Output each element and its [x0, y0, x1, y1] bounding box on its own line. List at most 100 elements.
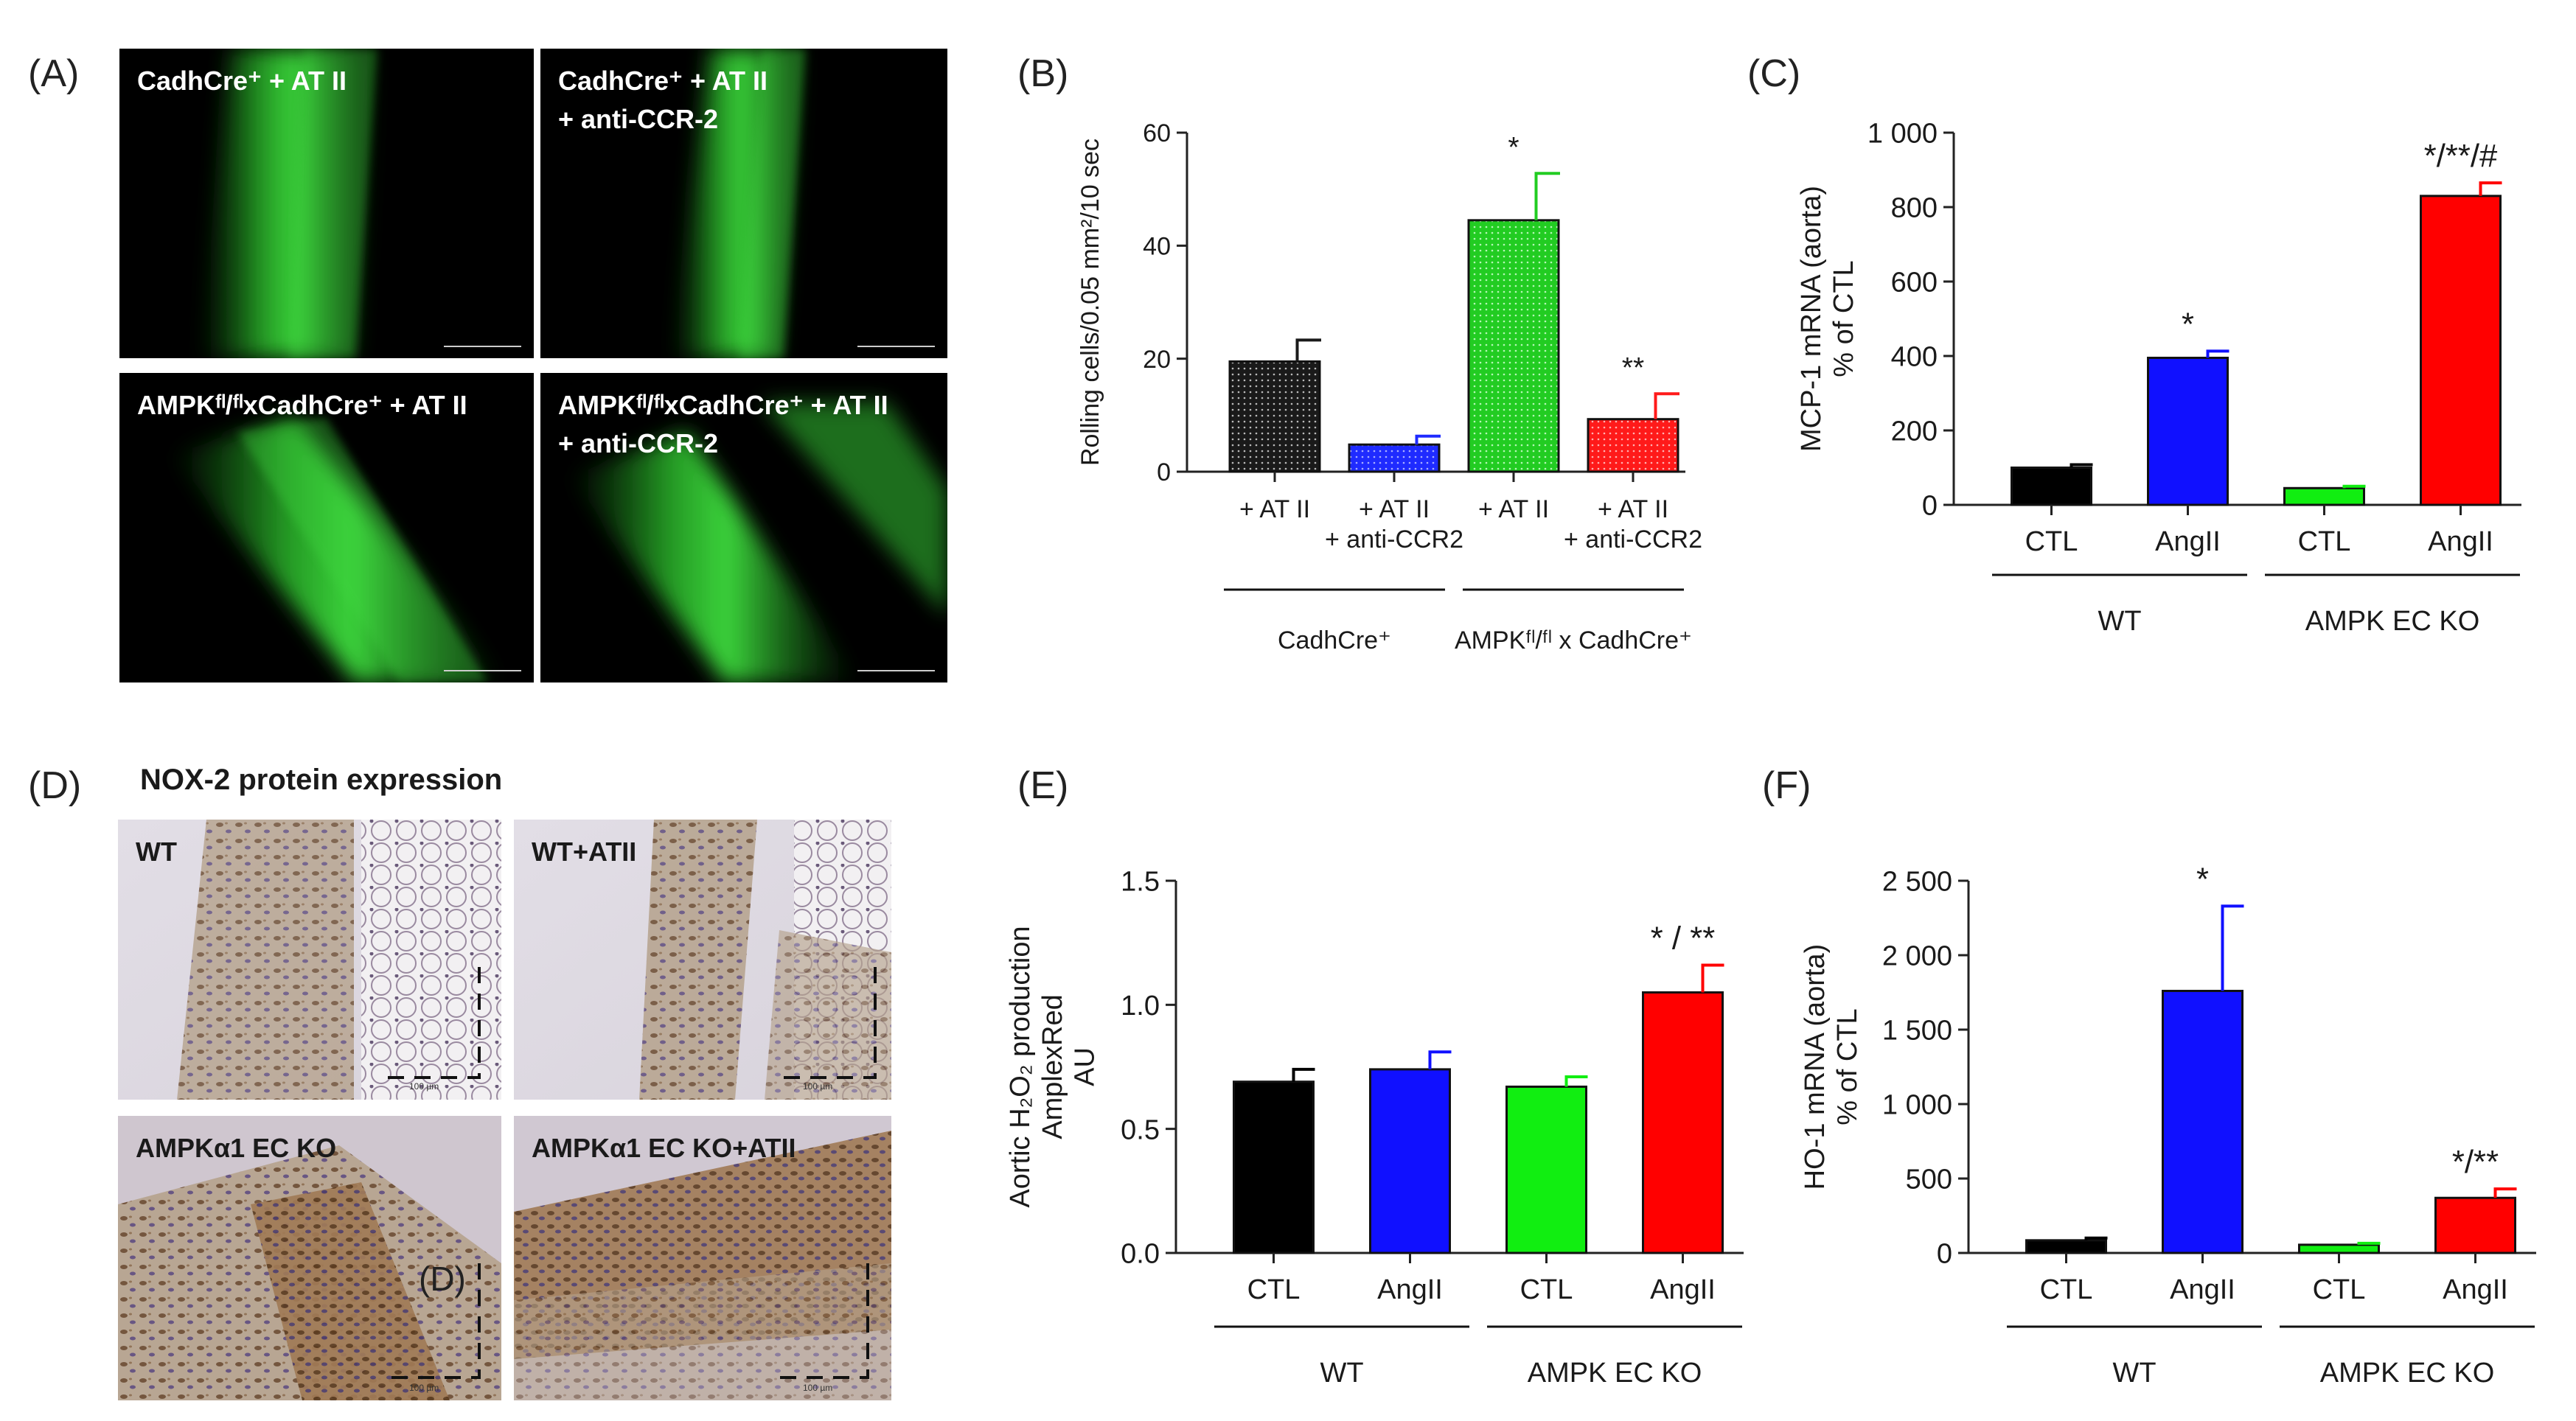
ihc-wt: WT 100 µm	[118, 820, 501, 1100]
f-y-tick-label: 1 000	[1882, 1090, 1952, 1121]
f-y-tick-label: 500	[1906, 1165, 1952, 1195]
ihc-wt-atii-title: WT+ATII	[532, 837, 637, 867]
b-x-tick-label: + AT II	[1478, 495, 1549, 523]
micrograph-a4: AMPKᶠˡ/ᶠˡxCadhCre⁺ + AT II + anti-CCR-2	[540, 373, 947, 682]
f-significance-label: *	[2196, 861, 2209, 897]
f-y-axis-label-line: HO-1 mRNA (aorta)	[1800, 944, 1831, 1190]
c-y-tick-label: 0	[1922, 491, 1938, 522]
b-y-axis-label-line: Rolling cells/0.05 mm²/10 sec	[1076, 139, 1104, 466]
f-significance-label: */**	[2452, 1144, 2499, 1180]
chart-e: 0.0 0.5 1.0 1.5 Aortic H₂O₂ productionAmplex…	[1005, 867, 1744, 1389]
f-y-axis-label: HO-1 mRNA (aorta)% of CTL	[1800, 944, 1863, 1190]
e-x-tick-label: AngII	[1650, 1274, 1716, 1305]
e-x-tick-label: AngII	[1377, 1274, 1443, 1305]
e-y-tick-label: 0.0	[1121, 1239, 1160, 1270]
e-group-label: AMPK EC KO	[1528, 1358, 1702, 1389]
e-significance-label: * / **	[1651, 920, 1715, 956]
b-bar	[1467, 219, 1560, 473]
b-y-tick-label: 40	[1143, 233, 1171, 261]
f-y-tick-label: 1 500	[1882, 1016, 1952, 1047]
micrograph-a3-image	[171, 417, 521, 682]
f-y-tick-label: 0	[1937, 1239, 1952, 1270]
b-y-tick-label: 20	[1143, 346, 1171, 374]
panel-label-e: (E)	[1017, 764, 1069, 807]
c-y-axis-label: MCP-1 mRNA (aorta)% of CTL	[1796, 186, 1859, 452]
e-y-tick-label: 1.5	[1121, 867, 1160, 898]
c-group-label: WT	[2098, 606, 2141, 637]
micrograph-a2: CadhCre⁺ + AT II + anti-CCR-2	[540, 49, 947, 358]
f-bar	[2298, 1243, 2380, 1254]
e-y-axis-label-line: AmplexRed	[1037, 994, 1068, 1139]
ihc-wt-image	[118, 820, 501, 1100]
micrograph-a2-title: CadhCre⁺ + AT II + anti-CCR-2	[558, 62, 767, 139]
b-x-tick-label: + AT II	[1359, 495, 1430, 523]
ihc-wt-atii-scalebar: 100 µm	[803, 1081, 833, 1092]
micrograph-a2-line1: CadhCre⁺ + AT II	[558, 66, 768, 96]
panel-label-a: (A)	[28, 52, 80, 95]
f-bar	[2434, 1196, 2516, 1254]
b-significance-label: **	[1622, 352, 1644, 384]
micrograph-a4-line2: + anti-CCR-2	[558, 428, 719, 458]
micrograph-a2-image	[673, 49, 935, 358]
ihc-wt-atii-image	[514, 820, 891, 1100]
panel-label-c: (C)	[1747, 52, 1801, 95]
e-group-label: WT	[1320, 1358, 1363, 1389]
c-bar	[2420, 195, 2502, 506]
e-y-axis-label-line: Aortic H₂O₂ production	[1005, 926, 1036, 1207]
micrograph-a1: CadhCre⁺ + AT II	[119, 49, 534, 358]
c-y-tick-label: 200	[1891, 416, 1938, 447]
micrograph-a4-image	[570, 402, 947, 682]
c-significance-label: */**/#	[2424, 138, 2498, 174]
e-y-axis-label-line: AU	[1070, 1047, 1101, 1086]
c-group-label: AMPK EC KO	[2305, 606, 2480, 637]
c-x-tick-label: AngII	[2428, 526, 2493, 557]
f-x-tick-label: AngII	[2443, 1274, 2508, 1305]
b-x-tick-label: + AT II	[1239, 495, 1310, 523]
b-bar	[1348, 443, 1441, 473]
ihc-ko-overlay-label: (D)	[419, 1260, 466, 1298]
e-x-tick-label: CTL	[1247, 1274, 1301, 1305]
f-x-tick-label: AngII	[2170, 1274, 2235, 1305]
chart-c: 0 200 400 600 800 1 000 MCP-1 mRNA (aorta)% of…	[1796, 119, 2521, 637]
chart-f: 0 500 1 000 1 500 2 000 2 500 HO-1 mRNA (aorta…	[1800, 861, 2536, 1389]
f-y-axis-label-line: % of CTL	[1832, 1008, 1863, 1125]
panel-label-f: (F)	[1762, 764, 1811, 807]
micrograph-a4-title: AMPKᶠˡ/ᶠˡxCadhCre⁺ + AT II + anti-CCR-2	[558, 386, 888, 463]
f-bar	[2025, 1239, 2107, 1254]
ihc-ko-atii: AMPKα1 EC KO+ATII 100 µm	[514, 1116, 891, 1400]
b-group-label: CadhCre⁺	[1278, 626, 1391, 654]
micrograph-a3: AMPKᶠˡ/ᶠˡxCadhCre⁺ + AT II	[119, 373, 534, 682]
e-bar	[1642, 991, 1724, 1254]
b-group-label: AMPKᶠˡ/ᶠˡ x CadhCre⁺	[1455, 626, 1692, 654]
c-x-tick-label: AngII	[2155, 526, 2221, 557]
ihc-ko: AMPKα1 EC KO (D) 100 µm	[118, 1116, 501, 1400]
ihc-wt-scalebar: 100 µm	[409, 1081, 439, 1092]
c-x-tick-label: CTL	[2025, 526, 2078, 557]
e-y-tick-label: 1.0	[1121, 991, 1160, 1022]
c-y-tick-label: 1 000	[1867, 119, 1938, 150]
micrograph-a2-line2: + anti-CCR-2	[558, 104, 719, 134]
micrograph-a3-title: AMPKᶠˡ/ᶠˡxCadhCre⁺ + AT II	[137, 390, 467, 420]
ihc-ko-title: AMPKα1 EC KO	[136, 1133, 337, 1163]
c-x-tick-label: CTL	[2298, 526, 2351, 557]
f-bar	[2162, 989, 2243, 1254]
micrograph-a1-image	[201, 49, 521, 358]
ihc-wt-atii: WT+ATII 100 µm	[514, 820, 891, 1100]
micrograph-a1-title: CadhCre⁺ + AT II	[137, 66, 347, 96]
c-y-tick-label: 800	[1891, 193, 1938, 224]
e-y-axis-label: Aortic H₂O₂ productionAmplexRedAU	[1005, 926, 1100, 1207]
b-x-tick-label: + AT II	[1598, 495, 1668, 523]
c-y-tick-label: 400	[1891, 342, 1938, 373]
ihc-ko-atii-image	[514, 1116, 891, 1400]
e-bar	[1505, 1085, 1587, 1254]
f-y-tick-label: 2 500	[1882, 867, 1952, 898]
ihc-ko-atii-title: AMPKα1 EC KO+ATII	[532, 1133, 796, 1163]
b-y-axis-label: Rolling cells/0.05 mm²/10 sec	[1076, 139, 1104, 466]
f-group-label: AMPK EC KO	[2320, 1358, 2495, 1389]
e-x-tick-label: CTL	[1520, 1274, 1573, 1305]
ihc-wt-title: WT	[136, 837, 177, 867]
b-x-tick-label: + anti-CCR2	[1325, 526, 1463, 554]
c-bar	[2011, 467, 2092, 506]
c-bar	[2283, 486, 2365, 506]
c-bar	[2147, 357, 2229, 506]
